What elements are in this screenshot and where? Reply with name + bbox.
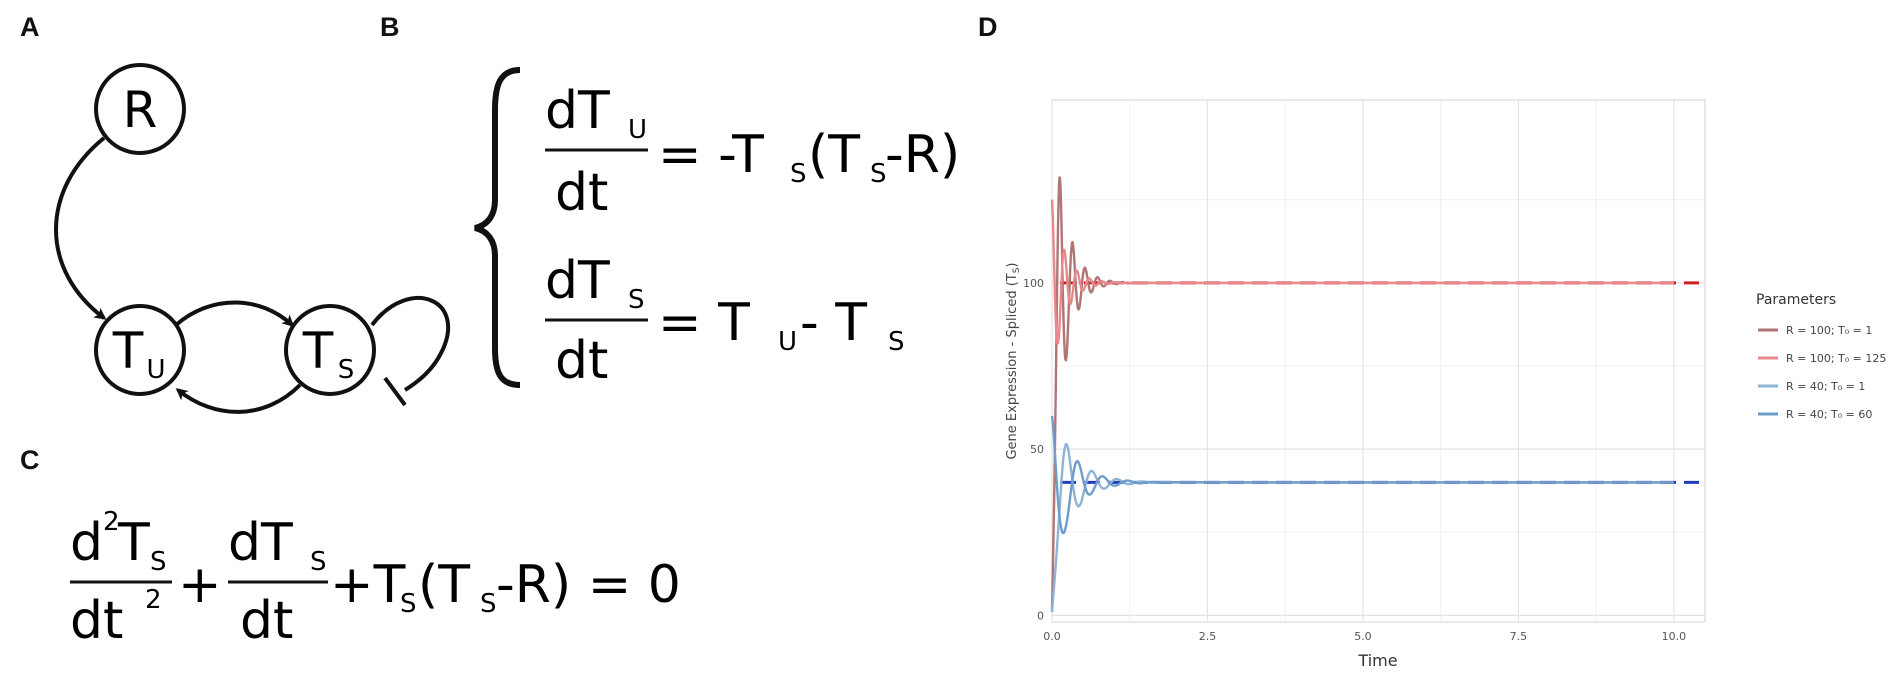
- c-frac2-num-sub: S: [310, 547, 327, 577]
- legend-title: Parameters: [1756, 292, 1836, 308]
- panel-c-equation: d 2 T S dt 2 + dT S dt +T S (T S -R) = 0: [70, 507, 681, 651]
- series-group: [1050, 176, 1675, 613]
- x-tick-label: 0.0: [1043, 630, 1061, 643]
- c-frac2-den: dt: [240, 591, 293, 651]
- c-rest-b: (T: [418, 555, 470, 615]
- legend-entry: R = 40; T₀ = 60: [1786, 408, 1872, 421]
- legend-entry: R = 100; T₀ = 125: [1786, 352, 1886, 365]
- eq1-rhs-c: -R): [885, 125, 960, 185]
- panel-a-network: R T U T S: [54, 63, 450, 414]
- panel-letter-a: A: [20, 12, 40, 42]
- node-ts: [284, 304, 376, 396]
- y-tick-label: 0: [1037, 609, 1044, 622]
- node-tu-label: T: [112, 322, 144, 380]
- c-frac1-num-sup: 2: [103, 507, 120, 537]
- y-axis-label-end: ): [1005, 262, 1020, 267]
- y-tick-label: 50: [1030, 443, 1044, 456]
- eq2-numerator: dT: [545, 251, 610, 311]
- c-frac1-num-sub: S: [150, 547, 167, 577]
- legend-entry: R = 100; T₀ = 1: [1786, 324, 1872, 337]
- eq1-rhs-a: = -T: [658, 125, 764, 185]
- panel-letter-c: C: [20, 445, 40, 475]
- x-tick-label: 7.5: [1510, 630, 1528, 643]
- left-brace: [474, 67, 521, 388]
- edge-ts-to-tu: [175, 383, 302, 414]
- edge-ts-self-inhibition: [370, 296, 450, 392]
- c-frac1-den: dt: [70, 591, 123, 651]
- x-tick-label: 2.5: [1199, 630, 1217, 643]
- node-ts-label: T: [302, 322, 334, 380]
- legend-entry: R = 40; T₀ = 1: [1786, 380, 1865, 393]
- c-frac1-num-t: T: [117, 513, 150, 573]
- eq2-rhs-b: - T: [800, 293, 867, 353]
- node-tu: [94, 304, 186, 396]
- c-rest-sub1: S: [400, 589, 417, 619]
- eq2-rhs-sub2: S: [888, 327, 905, 357]
- c-frac1-den-sup: 2: [145, 585, 162, 615]
- eq1-numerator: dT: [545, 81, 610, 141]
- node-tu-sub: U: [146, 355, 165, 385]
- eq2-rhs-sub1: U: [778, 327, 797, 357]
- x-tick-label: 10.0: [1662, 630, 1687, 643]
- legend: Parameters R = 100; T₀ = 1 R = 100; T₀ = …: [1756, 292, 1886, 421]
- panel-b-equations: dT U dt = -T S (T S -R) dT S dt = T U - …: [474, 67, 960, 391]
- eq1-rhs-b: (T: [808, 125, 860, 185]
- node-r: [94, 63, 186, 155]
- eq2-denominator: dt: [555, 331, 608, 391]
- y-tick-label: 100: [1023, 277, 1044, 290]
- series-line: [1050, 415, 1675, 535]
- panel-letter-b: B: [380, 12, 400, 42]
- node-ts-sub: S: [338, 355, 355, 385]
- y-axis-label-sub: S: [1012, 267, 1022, 273]
- plot-area: [1051, 99, 1706, 623]
- y-ticks: 0 50 100: [1023, 277, 1044, 622]
- eq2-numerator-sub: S: [628, 285, 645, 315]
- inhibition-bar: [383, 376, 407, 407]
- x-axis-label: Time: [1357, 651, 1397, 670]
- edge-r-to-tu: [54, 136, 107, 320]
- node-r-label: R: [123, 81, 158, 139]
- panel-letter-d: D: [978, 12, 998, 42]
- eq2-rhs-a: = T: [658, 293, 750, 353]
- x-tick-label: 5.0: [1354, 630, 1372, 643]
- eq1-rhs-sub1: S: [790, 159, 807, 189]
- c-frac1-num-d: d: [70, 513, 103, 573]
- c-frac2-num: dT: [228, 513, 293, 573]
- c-rest-c: -R) = 0: [496, 555, 681, 615]
- eq1-rhs-sub2: S: [870, 159, 887, 189]
- c-rest-sub2: S: [480, 589, 497, 619]
- c-rest-a: +T: [330, 555, 406, 615]
- x-ticks: 0.0 2.5 5.0 7.5 10.0: [1043, 630, 1686, 643]
- y-axis-label: Gene Expression - Spliced (TS): [1005, 262, 1022, 459]
- eq1-denominator: dt: [555, 163, 608, 223]
- eq1-numerator-sub: U: [628, 115, 647, 145]
- edge-tu-to-ts: [174, 300, 295, 328]
- panel-d-chart: 0.0 2.5 5.0 7.5 10.0 0 50 100 Time Gene Expres…: [1005, 99, 1886, 670]
- c-plus1: +: [178, 555, 222, 615]
- y-axis-label-group: Gene Expression - Spliced (TS): [1005, 262, 1022, 459]
- series-line: [1050, 199, 1675, 345]
